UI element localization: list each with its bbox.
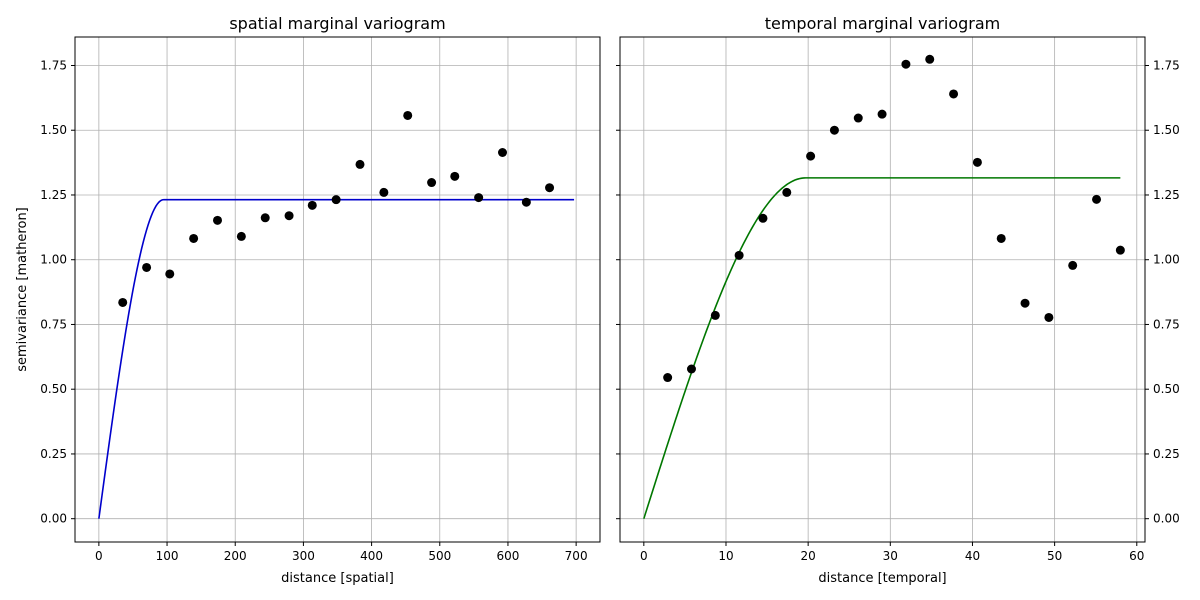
temporal-data-point bbox=[758, 213, 768, 223]
spatial-y-tick-label: 0.50 bbox=[40, 382, 67, 396]
temporal-y-tick-label: 1.75 bbox=[1153, 58, 1180, 72]
temporal-data-point bbox=[829, 125, 839, 135]
spatial-x-tick-label: 600 bbox=[497, 549, 520, 563]
spatial-data-point bbox=[307, 200, 317, 210]
temporal-x-tick-label: 60 bbox=[1129, 549, 1144, 563]
temporal-data-point bbox=[972, 157, 982, 167]
temporal-x-axis-label: distance [temporal] bbox=[818, 571, 946, 586]
temporal-chart-title: temporal marginal variogram bbox=[765, 14, 1001, 33]
spatial-data-point bbox=[189, 233, 199, 243]
spatial-data-point bbox=[284, 211, 294, 221]
temporal-data-point bbox=[853, 113, 863, 123]
temporal-y-tick-label: 1.50 bbox=[1153, 123, 1180, 137]
temporal-x-tick-label: 30 bbox=[883, 549, 898, 563]
spatial-data-point bbox=[118, 297, 128, 307]
spatial-data-point bbox=[260, 213, 270, 223]
spatial-axes-frame bbox=[74, 36, 601, 543]
spatial-data-point bbox=[498, 148, 507, 158]
temporal-data-point bbox=[1068, 260, 1078, 270]
temporal-data-point bbox=[1115, 245, 1125, 255]
spatial-x-tick-label: 700 bbox=[565, 549, 588, 563]
temporal-model-curve bbox=[643, 177, 1121, 519]
spatial-y-tick-label: 0.25 bbox=[40, 447, 67, 461]
spatial-x-tick-label: 500 bbox=[428, 549, 451, 563]
spatial-data-point bbox=[236, 231, 246, 241]
spatial-y-tick-label: 1.50 bbox=[40, 123, 67, 137]
temporal-data-point bbox=[1020, 298, 1030, 308]
spatial-y-tick-label: 1.00 bbox=[40, 253, 67, 267]
temporal-x-tick-label: 0 bbox=[640, 549, 648, 563]
spatial-y-tick-label: 1.25 bbox=[40, 188, 67, 202]
temporal-data-point bbox=[663, 373, 673, 383]
temporal-data-point bbox=[1044, 312, 1054, 322]
spatial-x-tick-label: 0 bbox=[95, 549, 103, 563]
spatial-model-curve bbox=[98, 198, 575, 519]
spatial-y-axis-label: semivariance [matheron] bbox=[15, 207, 30, 372]
temporal-data-point bbox=[734, 250, 744, 260]
spatial-data-point bbox=[403, 110, 413, 120]
temporal-y-tick-label: 0.75 bbox=[1153, 317, 1180, 331]
spatial-chart-title: spatial marginal variogram bbox=[229, 14, 445, 33]
temporal-data-point bbox=[1092, 194, 1102, 204]
temporal-data-point bbox=[901, 59, 911, 69]
spatial-x-tick-label: 400 bbox=[360, 549, 383, 563]
spatial-x-tick-label: 100 bbox=[156, 549, 179, 563]
spatial-x-tick-label: 200 bbox=[224, 549, 247, 563]
temporal-x-tick-label: 20 bbox=[801, 549, 816, 563]
temporal-y-tick-label: 0.00 bbox=[1153, 512, 1180, 526]
spatial-data-point bbox=[474, 193, 484, 203]
spatial-data-point bbox=[213, 215, 222, 225]
temporal-data-point bbox=[996, 233, 1006, 243]
spatial-y-tick-label: 0.00 bbox=[40, 512, 67, 526]
temporal-data-point bbox=[925, 54, 935, 64]
temporal-data-point bbox=[949, 89, 959, 99]
temporal-data-point bbox=[782, 187, 792, 197]
spatial-data-point bbox=[355, 159, 365, 169]
spatial-y-tick-label: 1.75 bbox=[40, 58, 67, 72]
spatial-y-tick-label: 0.75 bbox=[40, 317, 67, 331]
temporal-data-point bbox=[710, 310, 720, 320]
spatial-data-point bbox=[165, 269, 175, 279]
spatial-x-axis-label: distance [spatial] bbox=[281, 571, 394, 586]
spatial-variogram-panel: 0 100 200 300 400 500 600 700 0.00 0.25 0.50 0.75 1.… bbox=[15, 14, 601, 586]
temporal-x-tick-label: 50 bbox=[1047, 549, 1062, 563]
spatial-data-point bbox=[142, 262, 152, 272]
temporal-x-tick-label: 40 bbox=[965, 549, 980, 563]
temporal-y-tick-label: 1.25 bbox=[1153, 188, 1180, 202]
temporal-variogram-panel: 0 10 20 30 40 50 60 0.00 0.25 0.50 0.75 1.00 1.25 1.5… bbox=[616, 14, 1180, 586]
spatial-data-point bbox=[521, 197, 531, 207]
temporal-axes-frame bbox=[619, 36, 1146, 543]
spatial-x-tick-label: 300 bbox=[292, 549, 315, 563]
temporal-y-tick-label: 1.00 bbox=[1153, 253, 1180, 267]
temporal-y-tick-label: 0.25 bbox=[1153, 447, 1180, 461]
temporal-data-point bbox=[686, 364, 696, 374]
spatial-data-point bbox=[427, 178, 437, 188]
spatial-data-point bbox=[379, 187, 389, 197]
spatial-data-point bbox=[450, 171, 460, 181]
temporal-x-tick-label: 10 bbox=[718, 549, 733, 563]
spatial-data-point bbox=[545, 183, 555, 193]
temporal-y-tick-label: 0.50 bbox=[1153, 382, 1180, 396]
spatial-data-point bbox=[331, 195, 341, 205]
temporal-data-point bbox=[877, 109, 887, 119]
temporal-data-point bbox=[806, 151, 816, 161]
